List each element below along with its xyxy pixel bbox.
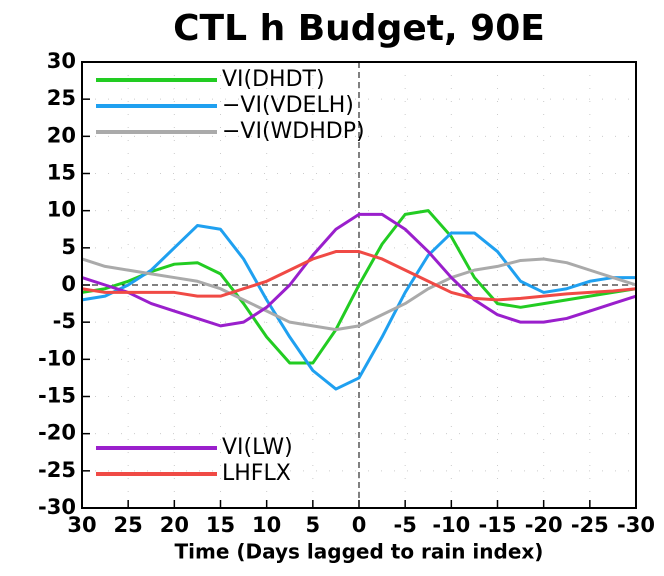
series-line bbox=[81, 250, 637, 302]
x-axis-label: Time (Days lagged to rain index) bbox=[175, 540, 544, 564]
x-tick-label: -25 bbox=[571, 513, 609, 537]
y-tick-label: 20 bbox=[47, 123, 76, 147]
chart-title: CTL h Budget, 90E bbox=[173, 8, 545, 49]
y-tick-label: -15 bbox=[38, 384, 76, 408]
x-tick-label: -15 bbox=[479, 513, 517, 537]
y-tick-label: -20 bbox=[38, 421, 76, 445]
x-tick-label: -20 bbox=[525, 513, 563, 537]
legend-label: VI(LW) bbox=[222, 435, 293, 460]
x-tick-label: -5 bbox=[394, 513, 417, 537]
y-tick-label: -30 bbox=[38, 495, 76, 519]
legend-label: VI(DHDT) bbox=[222, 67, 325, 92]
y-tick-label: 5 bbox=[61, 235, 76, 259]
x-tick-label: 0 bbox=[352, 513, 367, 537]
legend-label: LHFLX bbox=[222, 461, 291, 486]
plot-frame bbox=[81, 61, 637, 509]
series-line bbox=[81, 212, 637, 328]
y-tick-label: 30 bbox=[47, 49, 76, 73]
series-line bbox=[81, 257, 637, 332]
y-tick-label: 25 bbox=[47, 86, 76, 110]
x-tick-label: 5 bbox=[306, 513, 321, 537]
y-tick-label: -10 bbox=[38, 346, 76, 370]
x-tick-label: 20 bbox=[160, 513, 189, 537]
x-tick-label: 10 bbox=[252, 513, 281, 537]
legend-label: −VI(VDELH) bbox=[222, 93, 354, 118]
x-tick-label: 30 bbox=[67, 513, 96, 537]
legend-label: −VI(WDHDP) bbox=[222, 119, 365, 144]
y-tick-label: 10 bbox=[47, 198, 76, 222]
x-tick-label: 15 bbox=[206, 513, 235, 537]
y-tick-label: -25 bbox=[38, 458, 76, 482]
x-tick-label: -30 bbox=[617, 513, 655, 537]
y-tick-label: 0 bbox=[61, 272, 76, 296]
y-tick-label: 15 bbox=[47, 161, 76, 185]
x-tick-label: -10 bbox=[432, 513, 470, 537]
y-tick-label: -5 bbox=[53, 309, 76, 333]
x-tick-label: 25 bbox=[114, 513, 143, 537]
series-line bbox=[81, 209, 637, 365]
series-line bbox=[81, 224, 636, 391]
